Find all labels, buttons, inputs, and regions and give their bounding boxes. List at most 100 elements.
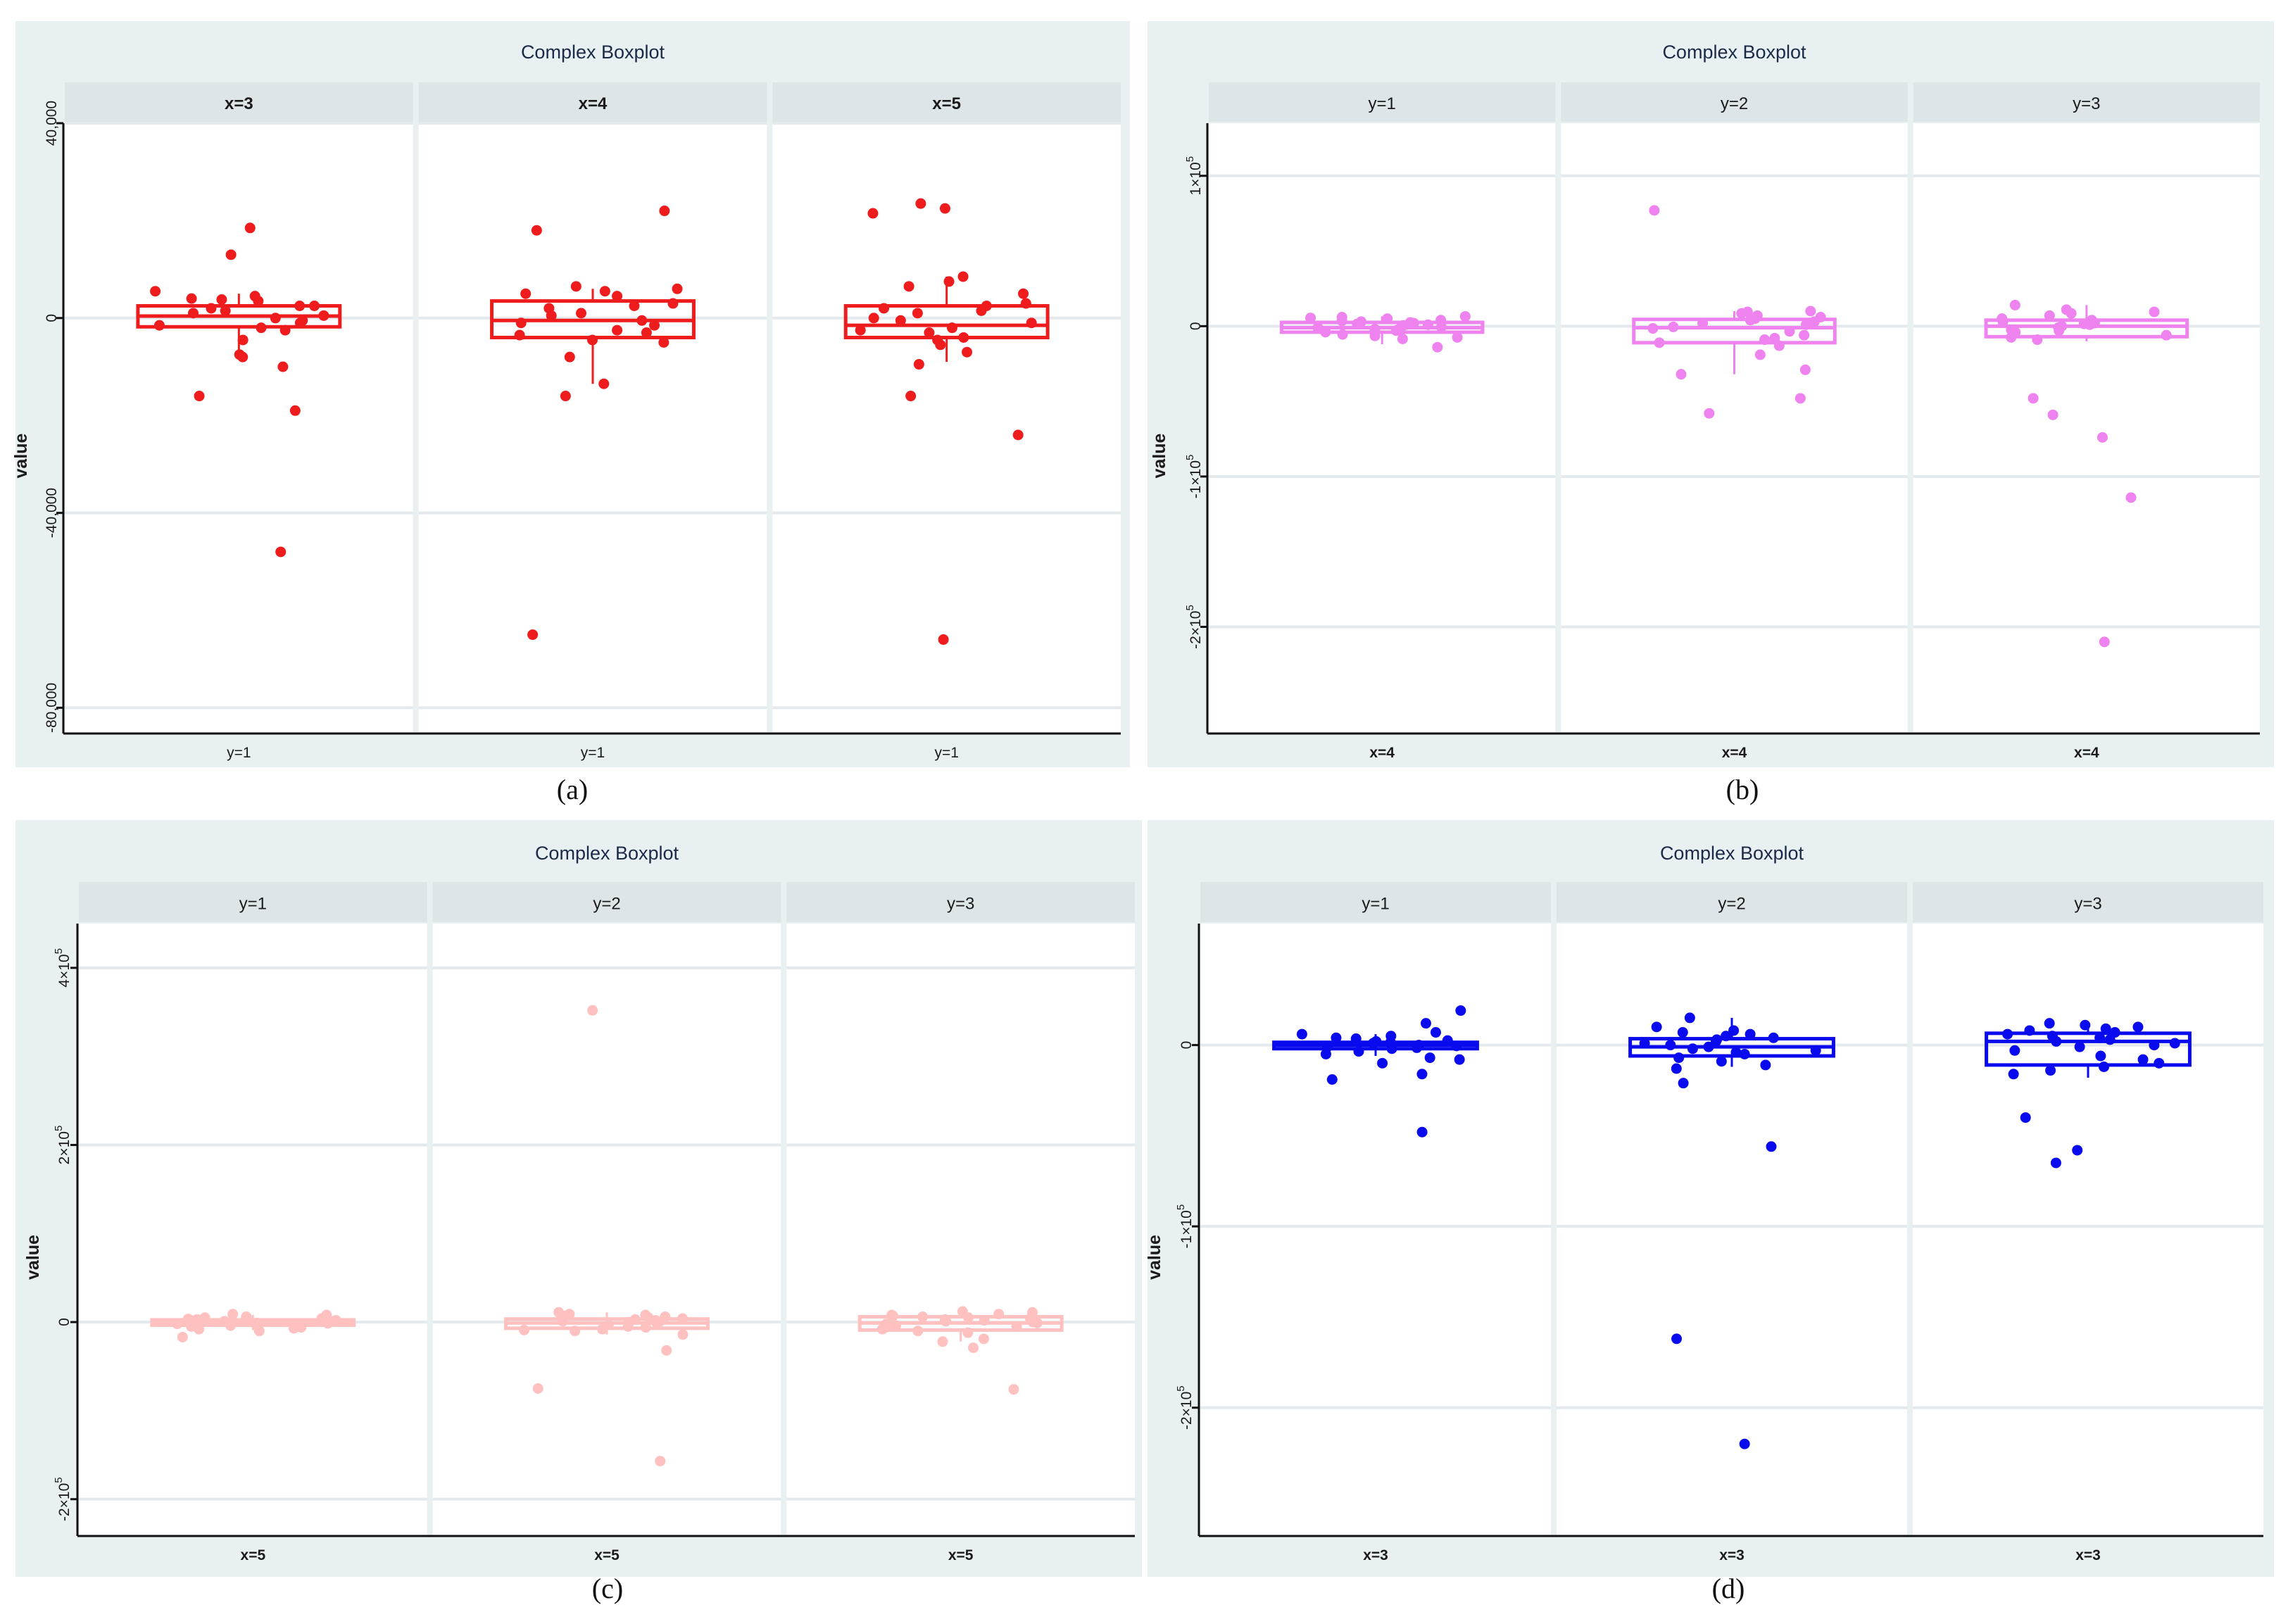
y-tick-label: -40,000 xyxy=(44,488,60,538)
data-point xyxy=(1651,1021,1662,1033)
data-point xyxy=(1008,1384,1019,1395)
data-point xyxy=(653,1318,664,1330)
data-point xyxy=(1676,369,1687,380)
plot-area xyxy=(1209,123,1556,732)
data-point xyxy=(2078,318,2089,329)
data-point xyxy=(1815,312,1826,323)
facet-strip-label: y=3 xyxy=(2074,895,2101,914)
data-point xyxy=(1336,315,1347,327)
data-point xyxy=(978,1333,989,1345)
data-point xyxy=(962,1312,974,1323)
data-point xyxy=(1760,1059,1771,1071)
y-tick-label-text: -2×10 xyxy=(56,1483,73,1521)
data-point xyxy=(1754,349,1766,360)
y-tick-label-exponent: 5 xyxy=(1184,605,1196,610)
y-tick-label: 0 xyxy=(1178,1041,1195,1050)
facet-strip-label: y=1 xyxy=(1368,94,1395,113)
data-point xyxy=(946,322,957,334)
y-tick-label-text: -1×10 xyxy=(1188,460,1204,498)
data-point xyxy=(329,1315,340,1326)
data-point xyxy=(640,1322,651,1333)
y-tick-label-text: 2×10 xyxy=(56,1131,73,1164)
data-point xyxy=(1997,316,2009,327)
subfigure-caption: (d) xyxy=(1712,1573,1745,1604)
data-point xyxy=(1312,322,1324,333)
plot-area xyxy=(772,123,1121,732)
data-point xyxy=(1454,1054,1465,1065)
subplot-a: Complex Boxplot (a) value x=3 y=1 x=4 y=1 x=5 y=… xyxy=(11,21,1130,805)
y-tick-label: 0 xyxy=(44,314,60,322)
data-point xyxy=(2074,1041,2085,1052)
y-tick-label-exponent: 5 xyxy=(53,1477,65,1483)
data-point xyxy=(216,294,227,306)
data-point xyxy=(1385,1037,1396,1048)
data-point xyxy=(2032,334,2043,346)
panel-separator xyxy=(1907,123,1913,732)
data-point xyxy=(598,378,610,389)
data-point xyxy=(277,361,289,372)
data-point xyxy=(2044,310,2055,321)
panel-separator xyxy=(781,924,787,1535)
data-point xyxy=(177,1331,188,1342)
data-point xyxy=(2137,1054,2149,1065)
y-axis-title: value xyxy=(11,433,31,478)
plot-area xyxy=(1913,123,2260,732)
data-point xyxy=(1684,1012,1695,1024)
y-tick-label: 0 xyxy=(1188,322,1204,330)
data-point xyxy=(641,327,652,339)
data-point xyxy=(1799,329,1810,341)
data-point xyxy=(587,1005,598,1016)
data-point xyxy=(514,329,525,341)
x-facet-label: x=3 xyxy=(2075,1547,2101,1563)
data-point xyxy=(1459,310,1471,322)
data-point xyxy=(891,1320,902,1331)
data-point xyxy=(1452,332,1463,343)
panel-separator xyxy=(1551,924,1557,1535)
facet-strip xyxy=(418,82,767,122)
plot-area xyxy=(432,924,781,1535)
data-point xyxy=(979,1315,990,1326)
y-tick-label-exponent: 5 xyxy=(53,948,65,954)
y-tick-label: -2×105 xyxy=(1175,1385,1195,1430)
subfigure-caption: (b) xyxy=(1726,774,1759,805)
chart-title: Complex Boxplot xyxy=(521,42,665,63)
box-iqr xyxy=(1632,317,1837,345)
y-tick-label-text: -80,000 xyxy=(44,683,60,733)
plot-area xyxy=(1200,924,1551,1535)
y-tick-label-text: 0 xyxy=(1178,1041,1195,1050)
data-point xyxy=(1766,1141,1777,1152)
panel-separator xyxy=(413,123,419,732)
y-tick-label-text: 40,000 xyxy=(44,101,60,146)
data-point xyxy=(244,222,256,234)
facet-strip xyxy=(1561,82,1908,122)
data-point xyxy=(917,1311,929,1323)
data-point xyxy=(1368,1038,1379,1049)
data-point xyxy=(515,317,527,329)
data-point xyxy=(220,305,231,316)
data-point xyxy=(557,1316,568,1327)
facet-panel: y=2 x=3 xyxy=(1557,882,1913,1563)
data-point xyxy=(2008,1069,2019,1080)
data-point xyxy=(237,351,249,363)
subfigure-caption: (c) xyxy=(592,1573,623,1604)
plot-area xyxy=(1561,123,1908,732)
data-point xyxy=(603,1319,614,1330)
data-point xyxy=(2099,636,2110,648)
data-point xyxy=(1337,329,1348,340)
y-tick-label: 1×105 xyxy=(1184,156,1204,196)
facet-strip xyxy=(1209,82,1556,122)
data-point xyxy=(570,281,582,292)
facet-strip xyxy=(786,882,1135,922)
data-point xyxy=(1654,337,1665,348)
facet-panel: x=5 y=1 xyxy=(772,82,1121,761)
data-point xyxy=(253,296,264,307)
data-point xyxy=(225,249,237,260)
chart-title: Complex Boxplot xyxy=(1662,42,1806,63)
data-point xyxy=(1736,308,1747,319)
data-point xyxy=(1671,1333,1683,1345)
data-point xyxy=(1011,1321,1022,1332)
data-point xyxy=(2080,1019,2091,1031)
data-point xyxy=(1442,1035,1453,1046)
data-point xyxy=(270,313,281,324)
